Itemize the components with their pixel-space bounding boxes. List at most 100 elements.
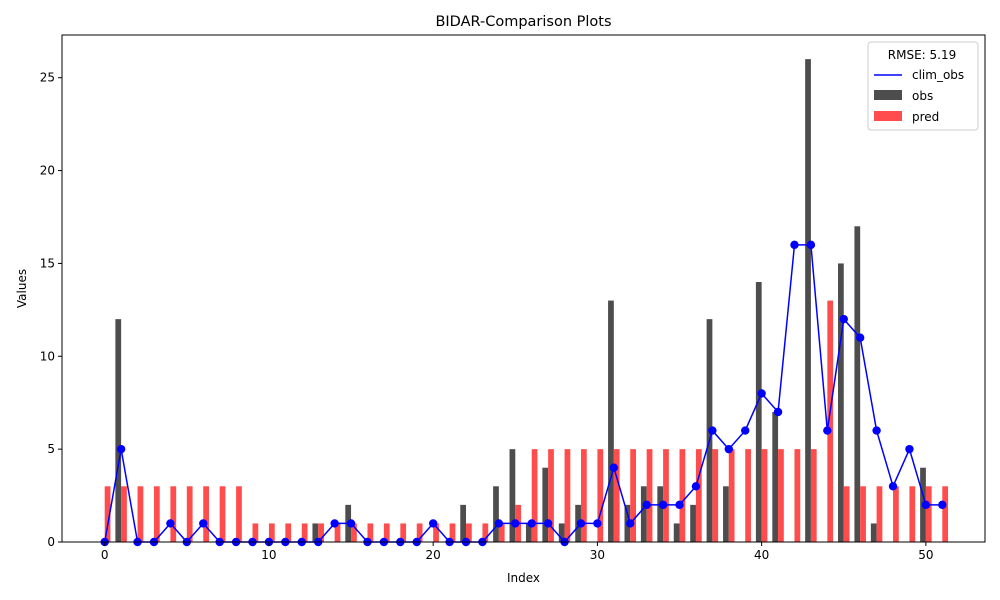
pred-bar	[301, 523, 308, 542]
obs-bar	[854, 226, 861, 543]
clim_obs-point	[823, 426, 832, 435]
pred-bar	[400, 523, 407, 542]
plot-frame	[61, 34, 986, 543]
clim_obs-point	[346, 519, 356, 528]
pred-bar	[728, 449, 735, 542]
y-axis: 0 5 10 15 20 25	[40, 71, 62, 549]
legend-swatch-pred	[874, 111, 902, 121]
pred-bar	[367, 523, 374, 542]
pred-bar	[449, 523, 456, 542]
clim_obs-point	[691, 482, 701, 491]
series-pred	[104, 300, 949, 542]
legend: RMSE: 5.19 clim_obs obs pred	[867, 41, 979, 131]
clim_obs-point	[790, 240, 799, 250]
pred-bar	[466, 523, 472, 542]
obs-bar	[690, 504, 696, 542]
x-axis-label: Index	[507, 571, 540, 585]
pred-bar	[860, 486, 866, 542]
legend-label-obs: obs	[912, 89, 933, 103]
pred-bar	[153, 486, 160, 542]
pred-bar	[318, 523, 324, 542]
obs-bar	[723, 486, 729, 542]
obs-bar	[115, 319, 122, 542]
pred-bar	[580, 449, 587, 542]
clim_obs-point	[330, 519, 339, 528]
clim_obs-point	[642, 500, 651, 510]
pred-bar	[695, 449, 702, 542]
pred-bar	[663, 449, 669, 542]
pred-bar	[630, 449, 636, 542]
obs-bar	[525, 523, 532, 542]
x-tick-label: 40	[754, 548, 769, 562]
pred-bar	[712, 449, 719, 542]
clim_obs-point	[888, 482, 898, 491]
pred-bar	[893, 486, 899, 542]
y-tick-label: 20	[40, 164, 55, 178]
y-tick-label: 15	[40, 256, 55, 270]
clim_obs-point	[773, 407, 783, 417]
y-tick-label: 5	[47, 442, 55, 456]
series-clim_obs	[100, 240, 947, 547]
clim_obs-point	[724, 444, 733, 454]
legend-label-pred: pred	[912, 110, 939, 124]
obs-bar	[755, 282, 762, 542]
obs-bar	[673, 523, 680, 542]
series-obs	[115, 59, 926, 543]
legend-label-clim-obs: clim_obs	[912, 68, 964, 82]
clim_obs-point	[543, 519, 553, 528]
pred-bar	[942, 486, 949, 542]
pred-bar	[203, 486, 209, 542]
pred-bar	[876, 486, 883, 542]
pred-bar	[909, 486, 916, 542]
obs-bar	[608, 300, 614, 542]
clim_obs-point	[576, 519, 586, 528]
clim_obs-point	[658, 500, 668, 510]
clim_obs-point	[741, 426, 750, 435]
plot-content	[100, 59, 949, 547]
legend-swatch-obs	[874, 90, 902, 100]
pred-bar	[482, 523, 489, 542]
chart-title: BIDAR-Comparison Plots	[435, 14, 611, 30]
pred-bar	[531, 449, 538, 542]
pred-bar	[498, 523, 505, 542]
pred-bar	[186, 486, 193, 542]
clim_obs-point	[527, 519, 536, 528]
clim_obs-point	[938, 500, 947, 510]
pred-bar	[137, 486, 144, 542]
obs-bar	[805, 59, 811, 542]
pred-bar	[351, 523, 357, 542]
clim_obs-point	[839, 314, 848, 324]
pred-bar	[252, 523, 259, 542]
pred-bar	[121, 486, 127, 542]
obs-bar	[509, 449, 516, 542]
pred-bar	[236, 486, 242, 542]
pred-bar	[104, 486, 111, 542]
obs-bar	[772, 412, 779, 542]
pred-bar	[334, 523, 341, 542]
x-tick-label: 10	[261, 548, 276, 562]
y-axis-label: Values	[15, 269, 29, 308]
x-tick-label: 0	[101, 548, 109, 562]
clim_obs-point	[806, 240, 816, 250]
pred-bar	[433, 523, 439, 542]
pred-bar	[794, 449, 801, 542]
legend-box	[867, 41, 979, 131]
pred-bar	[778, 449, 784, 542]
clim_obs-point	[872, 426, 881, 435]
pred-bar	[597, 449, 604, 542]
clim_obs-point	[199, 519, 208, 528]
clim_obs-point	[494, 519, 504, 528]
clim_obs-point	[166, 519, 175, 528]
pred-bar	[679, 449, 686, 542]
clim_obs-point	[757, 389, 766, 398]
clim_obs-point	[921, 500, 931, 510]
obs-bar	[657, 486, 664, 542]
pred-bar	[383, 523, 390, 542]
clim_obs-point	[675, 500, 684, 510]
clim_obs-point	[428, 519, 438, 528]
y-tick-label: 0	[47, 535, 55, 549]
pred-bar	[646, 449, 653, 542]
obs-bar	[542, 467, 549, 542]
pred-bar	[548, 449, 554, 542]
